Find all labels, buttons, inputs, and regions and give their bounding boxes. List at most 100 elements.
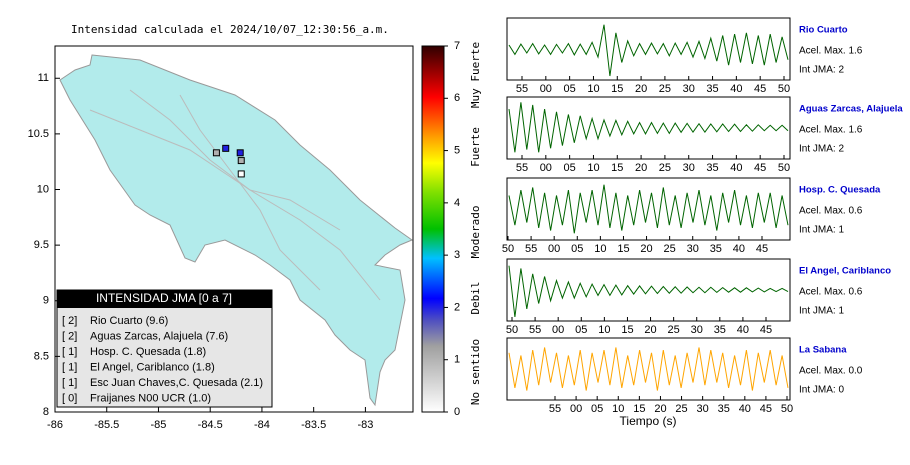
station-name: Aguas Zarcas, Alajuela — [799, 104, 903, 115]
legend-code: [ 1] — [62, 346, 77, 358]
x-tick-label: 55 — [525, 243, 537, 255]
legend-code: [ 2] — [62, 330, 77, 342]
station — [236, 149, 244, 157]
max-acceleration: Acel. Max. 0.6 — [799, 206, 863, 217]
x-tick-label: 30 — [687, 243, 699, 255]
x-tick-label: -85 — [151, 419, 167, 431]
x-tick-label: 45 — [754, 162, 766, 174]
station-name: La Sabana — [799, 345, 847, 356]
colorbar — [421, 45, 445, 413]
x-tick-label: 15 — [621, 324, 633, 336]
colorbar-tick-label: 0 — [454, 406, 460, 418]
x-tick-label: 10 — [612, 403, 624, 415]
x-tick-label: 10 — [598, 324, 610, 336]
max-acceleration: Acel. Max. 1.6 — [799, 46, 863, 57]
legend-code: [ 1] — [62, 361, 77, 373]
x-tick-label: 15 — [611, 162, 623, 174]
y-tick-label: 9.5 — [34, 239, 49, 251]
x-tick-label: 25 — [664, 243, 676, 255]
x-tick-label: 50 — [502, 243, 514, 255]
x-tick-label: -85.5 — [94, 419, 119, 431]
x-tick-label: 55 — [516, 162, 528, 174]
colorbar-tick-label: 6 — [454, 92, 460, 104]
legend-code: [ 1] — [62, 377, 77, 389]
intensity-class: Fuerte — [469, 127, 482, 167]
x-tick-label: 05 — [591, 403, 603, 415]
y-tick-label: 9 — [43, 295, 49, 307]
x-tick-label: 05 — [571, 243, 583, 255]
road — [129, 89, 341, 231]
x-tick-label: 55 — [516, 83, 528, 95]
waveform — [508, 24, 789, 77]
x-tick-label: 20 — [654, 403, 666, 415]
station-name: Hosp. C. Quesada — [799, 185, 881, 196]
max-acceleration: Acel. Max. 0.0 — [799, 366, 863, 377]
x-tick-label: -83 — [357, 419, 373, 431]
max-acceleration: Acel. Max. 1.6 — [799, 125, 863, 136]
y-tick-label: 11 — [38, 72, 49, 84]
x-tick-label: 35 — [706, 162, 718, 174]
x-tick-label: 25 — [659, 83, 671, 95]
station — [212, 149, 220, 157]
legend-title: INTENSIDAD JMA [0 a 7] — [96, 291, 232, 305]
x-tick-label: 35 — [706, 83, 718, 95]
x-tick-label: 35 — [714, 324, 726, 336]
x-tick-label: 40 — [730, 162, 742, 174]
x-tick-label: 30 — [697, 403, 709, 415]
x-tick-label: 15 — [611, 83, 623, 95]
legend-box — [56, 289, 273, 408]
x-tick-label: 25 — [668, 324, 680, 336]
colorbar-tick-label: 5 — [454, 144, 460, 156]
y-tick-label: 10 — [37, 183, 49, 195]
map-title: Intensidad calculada el 2024/10/07_12:30… — [71, 23, 389, 36]
max-acceleration: Acel. Max. 0.6 — [799, 287, 863, 298]
x-tick-label: 45 — [760, 324, 772, 336]
legend-label: Rio Cuarto (9.6) — [90, 315, 168, 327]
x-tick-label: 45 — [756, 243, 768, 255]
x-tick-label: 40 — [739, 403, 751, 415]
jma-intensity: Int JMA: 2 — [799, 65, 844, 76]
x-tick-label: 00 — [540, 83, 552, 95]
x-tick-label: 50 — [778, 162, 790, 174]
x-tick-label: 20 — [640, 243, 652, 255]
x-tick-label: 05 — [564, 83, 576, 95]
waveform — [508, 102, 789, 153]
station-name: El Angel, Cariblanco — [799, 266, 891, 277]
x-tick-label: 20 — [644, 324, 656, 336]
x-tick-label: 00 — [570, 403, 582, 415]
x-tick-label: 20 — [635, 83, 647, 95]
colorbar-tick-label: 4 — [454, 197, 460, 209]
x-tick-label: 35 — [718, 403, 730, 415]
colorbar-tick-label: 7 — [454, 40, 460, 52]
x-tick-label: 40 — [730, 83, 742, 95]
x-tick-label: -86 — [47, 419, 63, 431]
x-tick-label: 45 — [760, 403, 772, 415]
land — [59, 54, 414, 407]
legend-code: [ 2] — [62, 315, 77, 327]
x-tick-label: 00 — [548, 243, 560, 255]
x-axis-label: Tiempo (s) — [620, 414, 677, 428]
x-tick-label: 05 — [564, 162, 576, 174]
colorbar-tick-label: 1 — [454, 354, 460, 366]
x-tick-label: 40 — [737, 324, 749, 336]
station-name: Rio Cuarto — [799, 25, 848, 36]
waveform — [508, 265, 789, 318]
x-tick-label: 25 — [659, 162, 671, 174]
x-tick-label: 00 — [540, 162, 552, 174]
jma-intensity: Int JMA: 0 — [799, 385, 844, 396]
x-tick-label: 35 — [710, 243, 722, 255]
station — [237, 157, 245, 165]
legend-label: El Angel, Cariblanco (1.8) — [90, 361, 215, 373]
intensity-class: Debil — [469, 281, 482, 314]
x-tick-label: 10 — [587, 83, 599, 95]
x-tick-label: 45 — [754, 83, 766, 95]
x-tick-label: 15 — [633, 403, 645, 415]
x-tick-label: 05 — [575, 324, 587, 336]
station — [222, 144, 230, 152]
x-tick-label: 00 — [552, 324, 564, 336]
x-tick-label: 30 — [683, 162, 695, 174]
jma-intensity: Int JMA: 2 — [799, 144, 844, 155]
legend-label: Fraijanes N00 UCR (1.0) — [90, 392, 211, 404]
